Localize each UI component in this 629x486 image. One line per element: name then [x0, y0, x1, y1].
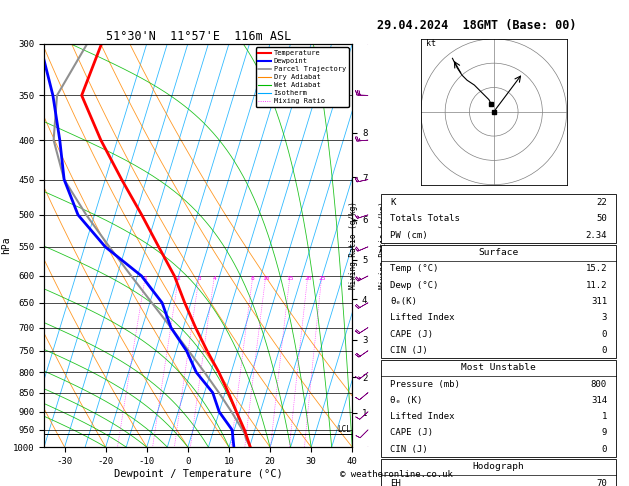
- Text: Lifted Index: Lifted Index: [390, 412, 455, 421]
- Text: 50: 50: [596, 214, 607, 223]
- Text: 2: 2: [177, 276, 181, 281]
- Text: 0: 0: [601, 330, 607, 339]
- Text: 15: 15: [286, 276, 294, 281]
- Text: 10: 10: [262, 276, 269, 281]
- Text: 11.2: 11.2: [586, 281, 607, 290]
- Text: PW (cm): PW (cm): [390, 230, 428, 240]
- Text: 3: 3: [198, 276, 201, 281]
- Text: CIN (J): CIN (J): [390, 445, 428, 454]
- Text: CIN (J): CIN (J): [390, 346, 428, 355]
- Text: 8: 8: [251, 276, 255, 281]
- Text: EH: EH: [390, 479, 401, 486]
- Text: 9: 9: [601, 429, 607, 437]
- Bar: [381, 244, 616, 358]
- Text: 314: 314: [591, 396, 607, 405]
- Text: 20: 20: [304, 276, 311, 281]
- Text: 2.34: 2.34: [586, 230, 607, 240]
- X-axis label: Dewpoint / Temperature (°C): Dewpoint / Temperature (°C): [114, 469, 282, 479]
- Text: Surface: Surface: [479, 248, 518, 257]
- Text: LCL: LCL: [337, 425, 351, 434]
- Text: 0: 0: [601, 346, 607, 355]
- Text: Hodograph: Hodograph: [472, 462, 525, 471]
- Text: Lifted Index: Lifted Index: [390, 313, 455, 322]
- Legend: Temperature, Dewpoint, Parcel Trajectory, Dry Adiabat, Wet Adiabat, Isotherm, Mi: Temperature, Dewpoint, Parcel Trajectory…: [255, 47, 348, 107]
- Bar: [381, 459, 616, 486]
- Bar: [381, 194, 616, 243]
- Text: Temp (°C): Temp (°C): [390, 264, 438, 274]
- Text: K: K: [390, 198, 396, 207]
- Text: kt: kt: [426, 39, 436, 48]
- Text: Most Unstable: Most Unstable: [461, 364, 536, 372]
- Text: 22: 22: [596, 198, 607, 207]
- Text: CAPE (J): CAPE (J): [390, 330, 433, 339]
- Text: Totals Totals: Totals Totals: [390, 214, 460, 223]
- Y-axis label: hPa: hPa: [1, 237, 11, 254]
- Text: 0: 0: [601, 445, 607, 454]
- Text: θₑ(K): θₑ(K): [390, 297, 417, 306]
- Text: © weatheronline.co.uk: © weatheronline.co.uk: [340, 469, 453, 479]
- Text: Dewp (°C): Dewp (°C): [390, 281, 438, 290]
- Text: 70: 70: [596, 479, 607, 486]
- Y-axis label: km
ASL: km ASL: [379, 236, 395, 255]
- Text: Mixing Ratio (g/kg): Mixing Ratio (g/kg): [379, 202, 387, 289]
- Text: 3: 3: [601, 313, 607, 322]
- Bar: [381, 360, 616, 457]
- Text: Pressure (mb): Pressure (mb): [390, 380, 460, 389]
- Text: 15.2: 15.2: [586, 264, 607, 274]
- Text: 1: 1: [601, 412, 607, 421]
- Title: 51°30'N  11°57'E  116m ASL: 51°30'N 11°57'E 116m ASL: [106, 30, 291, 43]
- Text: 800: 800: [591, 380, 607, 389]
- Text: 311: 311: [591, 297, 607, 306]
- Text: 4: 4: [213, 276, 216, 281]
- Text: 1: 1: [143, 276, 147, 281]
- Text: CAPE (J): CAPE (J): [390, 429, 433, 437]
- Text: 25: 25: [318, 276, 326, 281]
- Text: 29.04.2024  18GMT (Base: 00): 29.04.2024 18GMT (Base: 00): [377, 19, 577, 33]
- Text: Mixing Ratio (g/kg): Mixing Ratio (g/kg): [349, 202, 359, 289]
- Text: θₑ (K): θₑ (K): [390, 396, 422, 405]
